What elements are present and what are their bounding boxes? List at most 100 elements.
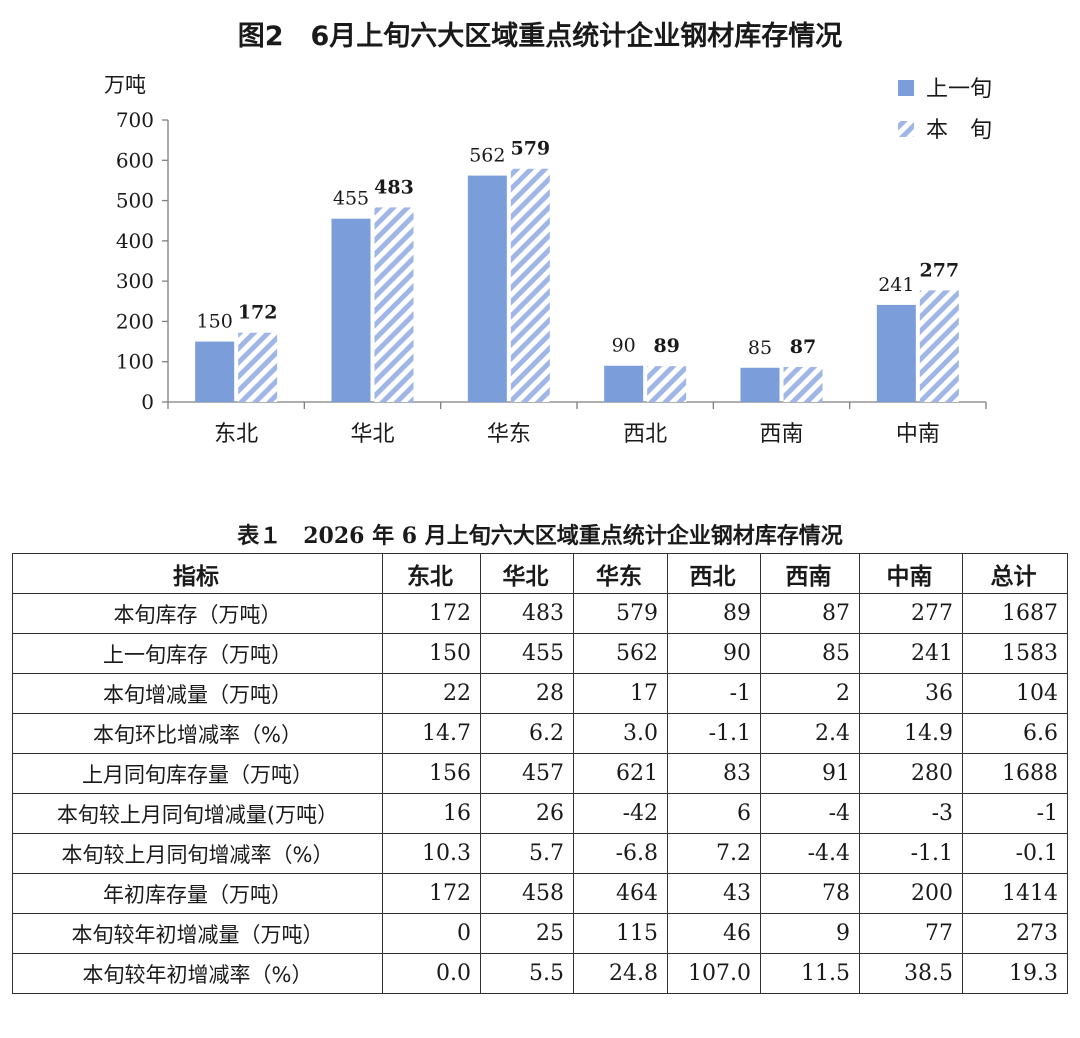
data-label: 87 [790,336,816,358]
chart-title: 图2 6月上旬六大区域重点统计企业钢材库存情况 [237,21,843,52]
row-label: 本旬较上月同旬增减量(万吨） [12,793,383,834]
table-cell: -6.8 [573,833,668,874]
table-row: 上月同旬库存量（万吨） 156 457 621 83 91 280 1688 [12,753,1068,794]
y-tick-label: 600 [116,148,154,172]
table-cell: 200 [859,873,963,914]
data-label: 85 [748,337,772,359]
table-cell: 14.7 [382,713,481,754]
table-row: 本旬增减量（万吨） 22 28 17 -1 2 36 104 [12,673,1068,714]
y-axis-label: 万吨 [104,73,146,97]
table-cell: 1688 [962,753,1068,794]
table-cell: 43 [667,873,761,914]
table-cell: 0.0 [382,953,481,994]
table-cell: 46 [667,913,761,954]
table-cell: 1414 [962,873,1068,914]
x-category-label: 中南 [896,422,940,447]
row-label: 本旬较年初增减量（万吨） [12,913,383,954]
x-category-label: 西北 [623,422,667,447]
bar-previous-period [876,304,916,402]
table-cell: 464 [573,873,668,914]
table-row: 本旬较年初增减率（%） 0.0 5.5 24.8 107.0 11.5 38.5 19.3 [12,953,1068,994]
table-cell: -0.1 [962,833,1068,874]
table-cell: 89 [667,593,761,634]
inventory-table: 指标 东北 华北 华东 西北 西南 中南 总计 本旬库存（万吨） 172 483 579 89 87 27… [12,553,1068,994]
row-label: 本旬库存（万吨） [12,593,383,634]
bar-current-period [783,366,823,402]
x-category-label: 华东 [487,422,531,447]
table-cell: 10.3 [382,833,481,874]
data-label: 579 [510,138,550,160]
table-cell: 579 [573,593,668,634]
table-cell: 26 [480,793,574,834]
table-cell: 5.5 [480,953,574,994]
table-cell: 458 [480,873,574,914]
table-cell: -4 [760,793,860,834]
data-label: 241 [878,274,914,296]
table-cell: 156 [382,753,481,794]
table-cell: 83 [667,753,761,794]
row-label: 本旬增减量（万吨） [12,673,383,714]
table-cell: 107.0 [667,953,761,994]
data-label: 455 [333,188,369,210]
bar-current-period [374,207,414,402]
table-cell: 87 [760,593,860,634]
column-header-region: 中南 [859,553,963,594]
bar-previous-period [467,175,507,402]
table-cell: 24.8 [573,953,668,994]
table-cell: -1.1 [667,713,761,754]
x-category-label: 东北 [214,422,258,447]
data-label: 562 [469,145,505,167]
table-cell: 0 [382,913,481,954]
table-cell: 16 [382,793,481,834]
table-cell: 621 [573,753,668,794]
table-cell: -1.1 [859,833,963,874]
y-tick-label: 400 [116,229,154,253]
x-category-label: 华北 [350,422,394,447]
table-cell: 19.3 [962,953,1068,994]
bar-current-period [919,290,959,402]
table-cell: -4.4 [760,833,860,874]
table-cell: 6 [667,793,761,834]
data-label: 172 [238,302,278,324]
column-header-region: 华东 [573,553,668,594]
table-cell: 36 [859,673,963,714]
data-label: 150 [197,311,233,333]
table-cell: -3 [859,793,963,834]
table-cell: 91 [760,753,860,794]
table-row: 本旬较年初增减量（万吨） 0 25 115 46 9 77 273 [12,913,1068,954]
table-cell: 2 [760,673,860,714]
column-header-region: 西南 [760,553,860,594]
data-label: 89 [653,335,679,357]
y-tick-label: 300 [116,269,154,293]
row-label: 本旬环比增减率（%） [12,713,383,754]
bar-current-period [510,168,550,402]
y-tick-label: 100 [116,350,154,374]
table-cell: 77 [859,913,963,954]
table-cell: 6.6 [962,713,1068,754]
table-cell: 9 [760,913,860,954]
column-header-indicator: 指标 [12,553,383,594]
table-cell: 1687 [962,593,1068,634]
y-tick-label: 700 [116,108,154,132]
table-cell: 280 [859,753,963,794]
table-cell: 22 [382,673,481,714]
bar-chart: 万吨 0 100 200 300 400 500 600 700 东北 150 172 华北 455483… [104,73,992,447]
row-label: 年初库存量（万吨） [12,873,383,914]
table-row: 年初库存量（万吨） 172 458 464 43 78 200 1414 [12,873,1068,914]
table-cell: 115 [573,913,668,954]
y-tick-label: 0 [141,390,154,414]
row-label: 本旬较年初增减率（%） [12,953,383,994]
table-cell: 25 [480,913,574,954]
legend-label: 上一旬 [926,77,992,102]
table-cell: 5.7 [480,833,574,874]
bar-previous-period [195,341,235,402]
legend-swatch [898,80,914,96]
legend-swatch [898,121,914,137]
bar-current-period [647,366,687,402]
table-cell: 241 [859,633,963,674]
bar-previous-period [331,218,371,402]
table-row: 本旬较上月同旬增减率（%） 10.3 5.7 -6.8 7.2 -4.4 -1.1 -0.1 [12,833,1068,874]
row-label: 上一旬库存（万吨） [12,633,383,674]
y-tick-label: 500 [116,189,154,213]
table-row: 本旬库存（万吨） 172 483 579 89 87 277 1687 [12,593,1068,634]
